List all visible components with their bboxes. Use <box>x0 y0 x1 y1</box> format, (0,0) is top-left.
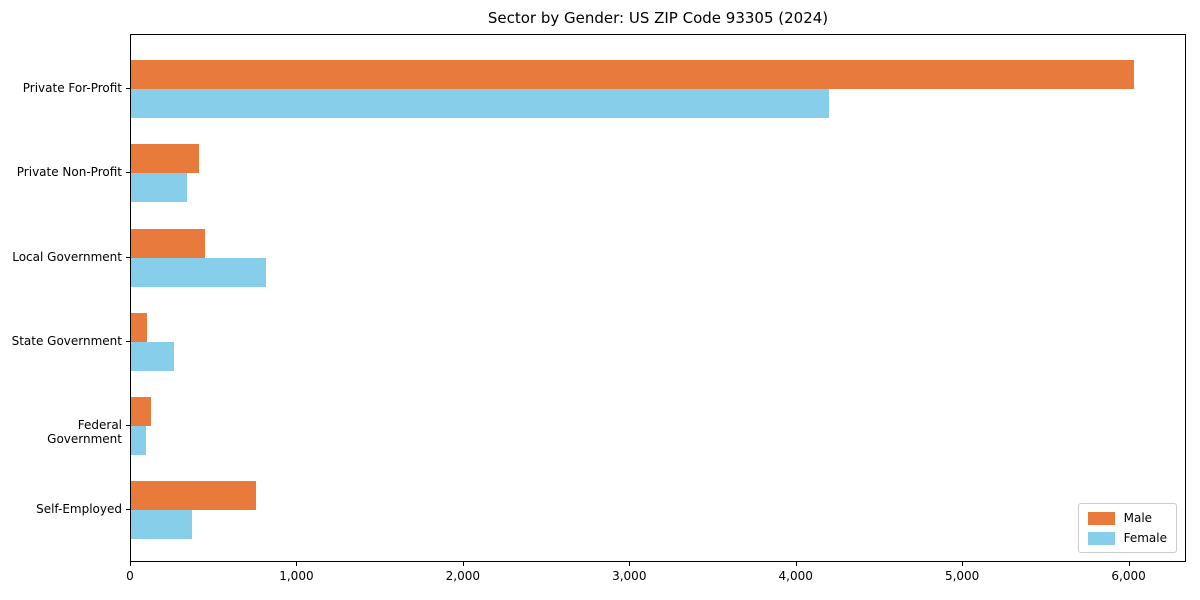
y-axis-label: Private Non-Profit <box>16 165 122 180</box>
bar-female-self-employed <box>131 510 192 540</box>
x-tick-mark <box>130 562 131 566</box>
y-tick-mark <box>126 172 130 174</box>
y-tick-mark <box>126 256 130 258</box>
x-tick-mark <box>1128 562 1130 566</box>
plot-area: Male Female <box>130 34 1186 562</box>
x-tick-mark <box>296 562 298 566</box>
x-axis-tick-label: 2,000 <box>445 569 481 583</box>
legend-swatch-female <box>1087 531 1115 545</box>
x-axis-tick-label: 1,000 <box>279 569 314 583</box>
bar-female-state-government <box>131 341 175 371</box>
x-axis-tick-label: 3,000 <box>612 569 647 583</box>
y-axis-label: State Government <box>11 333 122 348</box>
y-tick-mark <box>126 88 130 90</box>
legend-item-male: Male <box>1087 511 1167 525</box>
x-tick-mark <box>462 562 464 566</box>
y-axis-label: Local Government <box>12 249 122 264</box>
x-axis-tick-label: 0 <box>126 569 134 583</box>
y-tick-mark <box>126 509 130 511</box>
bar-female-private-for-profit <box>131 89 829 119</box>
legend-label: Female <box>1123 531 1167 545</box>
legend: Male Female <box>1077 503 1177 553</box>
y-axis-label: Federal Government <box>47 417 122 446</box>
bar-male-private-non-profit <box>131 144 200 174</box>
x-axis-tick-label: 4,000 <box>778 569 813 583</box>
x-tick-mark <box>795 562 797 566</box>
bar-male-self-employed <box>131 481 256 511</box>
x-axis-tick-label: 6,000 <box>1111 569 1146 583</box>
bar-male-private-for-profit <box>131 60 1135 90</box>
legend-item-female: Female <box>1087 531 1167 545</box>
y-tick-mark <box>126 340 130 342</box>
bar-female-federal-government <box>131 425 146 455</box>
bar-male-state-government <box>131 312 147 342</box>
y-axis-label: Private For-Profit <box>22 81 122 96</box>
bar-male-local-government <box>131 228 205 258</box>
y-tick-mark <box>126 424 130 426</box>
x-axis-tick-label: 5,000 <box>944 569 980 583</box>
legend-swatch-male <box>1087 511 1115 525</box>
x-tick-mark <box>629 562 631 566</box>
x-tick-mark <box>962 562 964 566</box>
bar-male-federal-government <box>131 396 151 426</box>
chart-title: Sector by Gender: US ZIP Code 93305 (202… <box>487 9 829 27</box>
legend-label: Male <box>1123 511 1153 525</box>
bar-female-local-government <box>131 257 267 287</box>
bar-female-private-non-profit <box>131 173 188 203</box>
y-axis-label: Self-Employed <box>36 502 122 517</box>
bars-layer <box>131 35 1185 561</box>
